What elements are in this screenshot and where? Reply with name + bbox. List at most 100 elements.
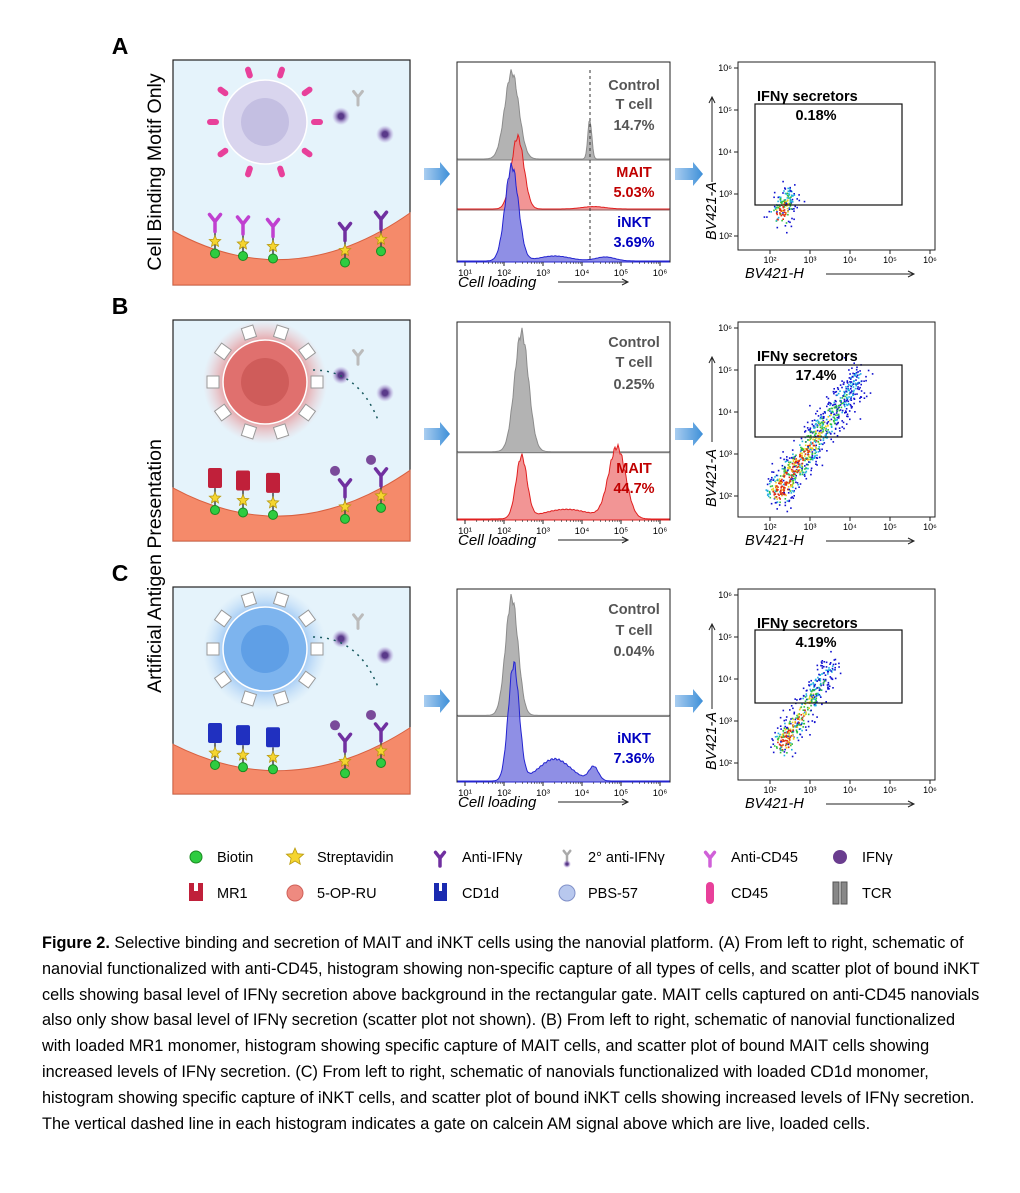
- event-dot: [830, 650, 832, 653]
- event-dot: [802, 712, 805, 715]
- event-dot: [805, 713, 807, 715]
- event-dot: [788, 474, 790, 476]
- event-dot: [814, 423, 817, 426]
- event-dot: [804, 726, 807, 728]
- event-dot: [799, 472, 801, 475]
- flow-arrow: [312, 636, 379, 688]
- event-dot: [797, 716, 799, 718]
- surface: [172, 726, 411, 795]
- event-dot: [831, 407, 834, 410]
- event-dot: [779, 749, 782, 751]
- event-dot: [788, 723, 791, 725]
- event-dot: [783, 214, 785, 216]
- event-dot: [841, 397, 844, 399]
- event-dot: [833, 401, 836, 404]
- event-dot: [810, 448, 812, 451]
- event-dot: [794, 462, 796, 464]
- event-dot: [807, 435, 810, 437]
- event-dot: [844, 412, 846, 414]
- event-dot: [815, 447, 817, 450]
- event-dot: [786, 200, 789, 202]
- event-dot: [808, 450, 810, 452]
- event-dot: [771, 471, 773, 473]
- cd45: [277, 66, 285, 79]
- event-dot: [794, 725, 796, 727]
- event-dot: [782, 749, 784, 752]
- event-dot: [784, 466, 786, 469]
- event-dot: [798, 463, 801, 465]
- event-dot: [783, 458, 785, 461]
- event-dot: [788, 734, 790, 737]
- event-dot: [823, 680, 826, 683]
- event-dot: [815, 460, 817, 463]
- event-dot: [856, 387, 859, 390]
- event-dot: [815, 692, 818, 695]
- event-dot: [793, 470, 795, 473]
- x-tick-label: 10³: [803, 785, 816, 795]
- gate: [754, 629, 903, 704]
- event-dot: [842, 402, 844, 404]
- event-dot: [830, 414, 832, 416]
- event-dot: [831, 671, 833, 673]
- population-percent: 44.7%: [613, 481, 654, 497]
- event-dot: [812, 457, 814, 459]
- event-dot: [824, 412, 826, 414]
- event-dot: [777, 737, 780, 739]
- event-dot: [822, 417, 825, 419]
- event-dot: [799, 698, 801, 701]
- event-dot: [801, 464, 803, 467]
- event-dot: [840, 399, 842, 402]
- event-dot: [812, 427, 815, 429]
- event-dot: [810, 447, 812, 449]
- legend-label: CD45: [731, 886, 768, 902]
- event-dot: [809, 428, 811, 431]
- event-dot: [816, 687, 818, 689]
- event-dot: [842, 421, 845, 424]
- event-dot: [768, 490, 771, 493]
- event-dot: [789, 202, 791, 205]
- event-dot: [822, 443, 824, 446]
- event-dot: [797, 717, 799, 719]
- event-dot: [857, 386, 859, 388]
- event-dot: [774, 484, 777, 487]
- event-dot: [815, 678, 817, 681]
- event-dot: [792, 724, 795, 727]
- event-dot: [826, 437, 828, 439]
- event-dot: [821, 660, 824, 662]
- event-dot: [837, 392, 840, 395]
- event-dot: [804, 700, 807, 702]
- event-dot: [854, 393, 856, 396]
- event-dot: [774, 208, 777, 210]
- event-dot: [801, 729, 803, 732]
- event-dot: [807, 458, 810, 461]
- y-tick-label: 10⁶: [718, 63, 732, 73]
- event-dot: [801, 717, 804, 719]
- event-dot: [767, 493, 769, 495]
- event-dot: [816, 419, 819, 422]
- gate-label: IFNγ secretors: [757, 349, 858, 365]
- tcr: [240, 423, 258, 440]
- legend-icon: [286, 884, 304, 902]
- streptavidin: [374, 232, 388, 245]
- x-axis-label: Cell loading: [458, 274, 537, 291]
- event-dot: [836, 408, 838, 411]
- event-dot: [799, 455, 801, 458]
- event-dot: [787, 464, 790, 466]
- event-dot: [825, 396, 828, 398]
- event-dot: [814, 432, 817, 435]
- event-dot: [801, 452, 803, 455]
- antibody: [373, 722, 389, 743]
- event-dot: [810, 473, 812, 476]
- event-dot: [783, 474, 786, 477]
- event-dot: [775, 212, 778, 214]
- event-dot: [848, 389, 851, 392]
- event-dot: [841, 426, 844, 428]
- event-dot: [787, 746, 790, 748]
- event-dot: [803, 722, 806, 725]
- streptavidin: [285, 846, 305, 866]
- biotin: [268, 253, 278, 264]
- event-dot: [789, 188, 791, 190]
- x-tick-label: 10³: [536, 788, 550, 799]
- event-dot: [819, 422, 822, 425]
- event-dot: [785, 222, 788, 224]
